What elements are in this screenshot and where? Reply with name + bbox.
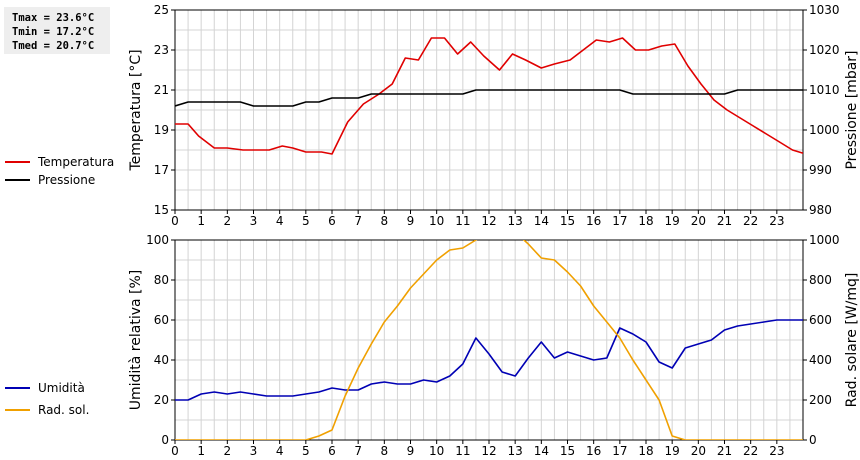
y2-axis-title: Rad. solare [W/mq]: [844, 273, 860, 408]
tmax-label: Tmax = 23.6°C: [12, 12, 95, 24]
x-tick-label: 1: [197, 444, 205, 458]
tmin-label: Tmin = 17.2°C: [12, 26, 95, 38]
series-line-rad-sol: [175, 240, 803, 440]
y-axis-title: Umidità relativa [%]: [128, 270, 144, 411]
x-tick-label: 6: [328, 444, 336, 458]
x-tick-label: 8: [381, 444, 389, 458]
x-tick-label: 18: [638, 214, 653, 228]
legend-label-umidit: Umidità: [38, 381, 85, 395]
x-tick-label: 22: [743, 214, 758, 228]
x-tick-label: 4: [276, 444, 284, 458]
x-tick-label: 3: [250, 444, 258, 458]
y-tick-label: 100: [146, 233, 169, 247]
x-tick-label: 7: [354, 214, 362, 228]
y-axis-title: Temperatura [°C]: [128, 49, 144, 171]
x-tick-label: 2: [224, 444, 232, 458]
x-tick-label: 6: [328, 214, 336, 228]
y-tick-label: 21: [154, 83, 169, 97]
legend-label-temperatura: Temperatura: [37, 155, 114, 169]
x-tick-label: 14: [534, 444, 549, 458]
x-tick-label: 10: [429, 214, 444, 228]
y-tick-label: 23: [154, 43, 169, 57]
y2-tick-label: 1000: [809, 123, 840, 137]
y2-tick-label: 990: [809, 163, 832, 177]
x-tick-label: 21: [717, 214, 732, 228]
x-tick-label: 3: [250, 214, 258, 228]
stats-box: Tmax = 23.6°C Tmin = 17.2°C Tmed = 20.7°…: [4, 7, 110, 54]
x-tick-label: 18: [638, 444, 653, 458]
x-tick-label: 1: [197, 214, 205, 228]
y2-tick-label: 1020: [809, 43, 840, 57]
x-tick-label: 12: [481, 444, 496, 458]
y2-tick-label: 1030: [809, 3, 840, 17]
x-tick-label: 11: [455, 444, 470, 458]
temperature-pressure-chart: 0 1 2 3 4 5 6 7 8 9 10 11 12 13 14 15 16 17 18 19 20 21 22 2315…: [5, 3, 860, 228]
x-tick-label: 17: [612, 444, 627, 458]
humidity-radiation-chart: 0 1 2 3 4 5 6 7 8 9 10 11 12 13 14 15 16 17 18 19 20 21 22 2302…: [5, 233, 860, 458]
series-line-pressione: [175, 89, 803, 107]
x-tick-label: 4: [276, 214, 284, 228]
y2-tick-label: 800: [809, 273, 832, 287]
legend-label-rad-sol: Rad. sol.: [38, 403, 89, 417]
y-tick-label: 19: [154, 123, 169, 137]
x-tick-label: 8: [381, 214, 389, 228]
x-tick-label: 23: [769, 444, 784, 458]
x-tick-label: 10: [429, 444, 444, 458]
x-tick-label: 5: [302, 214, 310, 228]
x-tick-label: 5: [302, 444, 310, 458]
x-tick-label: 0: [171, 444, 179, 458]
y-tick-label: 15: [154, 203, 169, 217]
x-tick-label: 0: [171, 214, 179, 228]
x-tick-label: 2: [224, 214, 232, 228]
x-tick-label: 17: [612, 214, 627, 228]
plot-area: [175, 240, 803, 440]
y2-tick-label: 600: [809, 313, 832, 327]
x-tick-label: 13: [508, 214, 523, 228]
y-tick-label: 40: [154, 353, 169, 367]
x-tick-label: 9: [407, 444, 415, 458]
x-tick-label: 11: [455, 214, 470, 228]
y-tick-label: 20: [154, 393, 169, 407]
y-tick-label: 80: [154, 273, 169, 287]
plot-area: [175, 37, 803, 155]
y-tick-label: 17: [154, 163, 169, 177]
x-tick-label: 7: [354, 444, 362, 458]
x-tick-label: 15: [560, 444, 575, 458]
y2-axis-title: Pressione [mbar]: [844, 50, 860, 169]
y2-tick-label: 1010: [809, 83, 840, 97]
x-tick-label: 20: [691, 214, 706, 228]
x-tick-label: 20: [691, 444, 706, 458]
x-tick-label: 23: [769, 214, 784, 228]
x-tick-label: 19: [665, 214, 680, 228]
y-tick-label: 0: [161, 433, 169, 447]
x-tick-label: 9: [407, 214, 415, 228]
y2-tick-label: 200: [809, 393, 832, 407]
y2-tick-label: 0: [809, 433, 817, 447]
x-tick-label: 16: [586, 214, 601, 228]
y2-tick-label: 1000: [809, 233, 840, 247]
y-tick-label: 60: [154, 313, 169, 327]
x-tick-label: 22: [743, 444, 758, 458]
x-tick-label: 21: [717, 444, 732, 458]
y-tick-label: 25: [154, 3, 169, 17]
series-line-umidit: [175, 319, 803, 401]
x-tick-label: 14: [534, 214, 549, 228]
x-tick-label: 13: [508, 444, 523, 458]
x-tick-label: 12: [481, 214, 496, 228]
x-tick-label: 15: [560, 214, 575, 228]
tmed-label: Tmed = 20.7°C: [12, 40, 95, 52]
y2-tick-label: 400: [809, 353, 832, 367]
x-tick-label: 16: [586, 444, 601, 458]
x-tick-label: 19: [665, 444, 680, 458]
series-line-temperatura: [175, 37, 803, 155]
y2-tick-label: 980: [809, 203, 832, 217]
legend-label-pressione: Pressione: [38, 173, 95, 187]
